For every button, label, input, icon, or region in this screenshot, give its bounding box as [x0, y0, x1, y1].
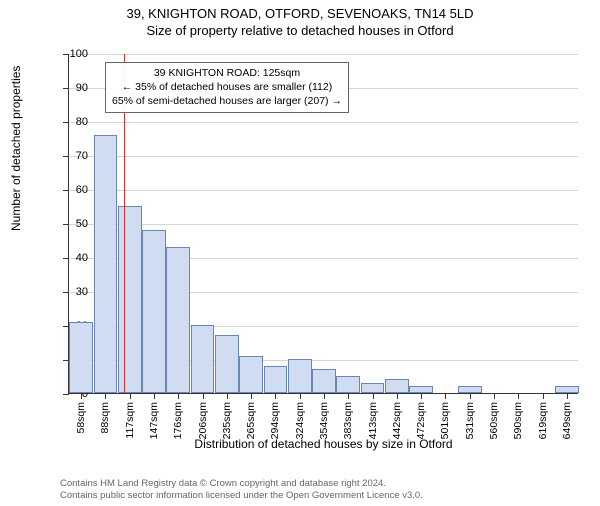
x-tick-label: 649sqm [561, 402, 573, 439]
x-tick-label: 265sqm [245, 402, 257, 439]
annotation-line3: 65% of semi-detached houses are larger (… [112, 94, 342, 108]
x-tick-label: 590sqm [512, 402, 524, 439]
bar [312, 369, 336, 393]
bar [409, 386, 433, 393]
x-tick-label: 88sqm [99, 402, 111, 434]
y-tick-label: 80 [58, 116, 88, 128]
x-tick [470, 393, 471, 399]
bar [239, 356, 263, 393]
x-tick [445, 393, 446, 399]
x-tick [81, 393, 82, 399]
x-tick [203, 393, 204, 399]
grid-line [69, 156, 578, 157]
bar [458, 386, 482, 393]
annotation-line1: 39 KNIGHTON ROAD: 125sqm [112, 66, 342, 80]
x-tick [397, 393, 398, 399]
x-tick-label: 58sqm [75, 402, 87, 434]
x-tick-label: 560sqm [488, 402, 500, 439]
x-tick-label: 117sqm [124, 402, 136, 439]
page-subtitle: Size of property relative to detached ho… [0, 23, 600, 38]
x-tick [227, 393, 228, 399]
annotation-line2: ← 35% of detached houses are smaller (11… [112, 80, 342, 94]
x-tick-label: 442sqm [391, 402, 403, 439]
footer-line2: Contains public sector information licen… [60, 490, 423, 502]
x-tick-label: 147sqm [148, 402, 160, 439]
bar [191, 325, 215, 393]
x-tick-label: 176sqm [172, 402, 184, 439]
x-tick [300, 393, 301, 399]
x-tick [130, 393, 131, 399]
page-title: 39, KNIGHTON ROAD, OTFORD, SEVENOAKS, TN… [0, 6, 600, 21]
bar [288, 359, 312, 393]
x-tick-label: 324sqm [294, 402, 306, 439]
bar [166, 247, 190, 393]
bar [118, 206, 142, 393]
plot-area: Distribution of detached houses by size … [68, 54, 578, 394]
bar [94, 135, 118, 393]
chart-container: Number of detached properties Distributi… [42, 54, 578, 424]
grid-line [69, 224, 578, 225]
x-tick [373, 393, 374, 399]
x-tick-label: 413sqm [367, 402, 379, 439]
x-tick [518, 393, 519, 399]
x-tick-label: 472sqm [415, 402, 427, 439]
x-tick [154, 393, 155, 399]
bar [264, 366, 288, 393]
grid-line [69, 122, 578, 123]
x-tick-label: 383sqm [342, 402, 354, 439]
footer-attribution: Contains HM Land Registry data © Crown c… [60, 478, 423, 502]
x-tick [421, 393, 422, 399]
bar [555, 386, 579, 393]
grid-line [69, 54, 578, 55]
bar [336, 376, 360, 393]
x-tick [543, 393, 544, 399]
y-axis-title: Number of detached properties [9, 66, 23, 231]
bar [385, 379, 409, 393]
y-tick-label: 30 [58, 286, 88, 298]
bar [69, 322, 93, 393]
x-tick-label: 501sqm [439, 402, 451, 439]
x-tick [275, 393, 276, 399]
y-tick-label: 70 [58, 150, 88, 162]
x-tick [348, 393, 349, 399]
y-tick-label: 90 [58, 82, 88, 94]
x-tick-label: 206sqm [197, 402, 209, 439]
x-tick-label: 531sqm [464, 402, 476, 439]
grid-line [69, 190, 578, 191]
y-tick-label: 100 [58, 48, 88, 60]
x-tick [324, 393, 325, 399]
x-tick-label: 294sqm [269, 402, 281, 439]
x-tick-label: 619sqm [537, 402, 549, 439]
bar [142, 230, 166, 393]
x-tick [105, 393, 106, 399]
bar [361, 383, 385, 393]
x-tick [567, 393, 568, 399]
x-tick [251, 393, 252, 399]
y-tick-label: 40 [58, 252, 88, 264]
y-tick-label: 60 [58, 184, 88, 196]
x-tick-label: 354sqm [318, 402, 330, 439]
bar [215, 335, 239, 393]
x-tick-label: 235sqm [221, 402, 233, 439]
footer-line1: Contains HM Land Registry data © Crown c… [60, 478, 423, 490]
y-tick-label: 50 [58, 218, 88, 230]
annotation-box: 39 KNIGHTON ROAD: 125sqm ← 35% of detach… [105, 62, 349, 113]
x-tick [178, 393, 179, 399]
x-tick [494, 393, 495, 399]
